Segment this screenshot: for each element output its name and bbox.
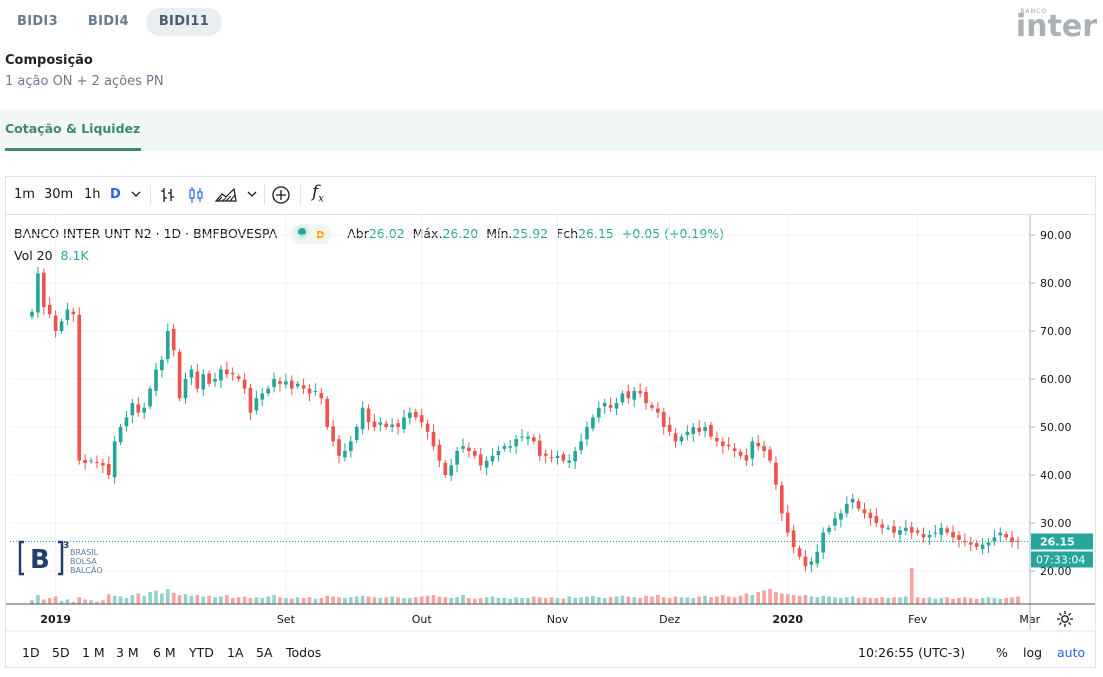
interval-1h[interactable]: 1h [84,187,101,202]
market-status-badge[interactable]: D [291,224,332,244]
percent-toggle[interactable]: % [996,645,1008,660]
b3-line-1: BRASIL [70,548,99,557]
high-label: Máx. [412,226,443,241]
b3-superscript: 3 [63,541,69,551]
symbol-title: BANCO INTER UNT N2 · 1D · BMFBOVESPA [14,226,278,241]
log-toggle[interactable]: log [1023,645,1043,660]
volume-legend: Vol 20 8.1K [14,248,89,263]
toolbar-separator [300,185,301,205]
high-value: 26.20 [442,226,479,241]
range-ytd[interactable]: YTD [189,645,214,660]
auto-toggle[interactable]: auto [1057,645,1086,660]
tab-bidi3[interactable]: BIDI3 [17,14,58,29]
bottom-toolbar: 1D 5D 1 M 3 M 6 M YTD 1A 5A Todos 10:26:… [6,637,1095,667]
b3-line-3: BALCÃO [70,565,103,575]
indicators-icon[interactable]: fx [312,182,324,205]
gear-icon[interactable] [1056,610,1074,632]
tab-cotacao-liquidez[interactable]: Cotação & Liquidez [5,121,141,136]
range-1m[interactable]: 1 M [82,645,105,660]
inter-logo: BANCO inter [1005,6,1097,44]
tab-bidi11[interactable]: BIDI11 [145,8,223,36]
candles-icon[interactable] [186,185,206,209]
range-5a[interactable]: 5A [256,645,273,660]
active-tab-underline [5,148,141,151]
composition-title: Composição [5,53,93,68]
chevron-down-icon[interactable] [246,186,258,206]
area-icon[interactable] [214,185,238,209]
range-3m[interactable]: 3 M [116,645,139,660]
clock-display[interactable]: 10:26:55 (UTC-3) [858,645,966,660]
stock-tabs: BIDI3 BIDI4 BIDI11 [4,8,223,38]
chart-legend: BANCO INTER UNT N2 · 1D · BMFBOVESPA D A… [14,224,724,244]
range-5d[interactable]: 5D [52,645,70,660]
logo-small-text: BANCO [1020,8,1047,15]
chart-container [5,176,1096,668]
chevron-down-icon[interactable] [130,186,142,206]
toolbar-separator [264,185,265,205]
bars-icon[interactable] [158,185,178,209]
interval-d[interactable]: D [110,187,121,202]
volume-value: 8.1K [60,248,89,263]
toolbar-separator [150,185,151,205]
range-1a[interactable]: 1A [227,645,244,660]
b3-mark: B [30,545,50,575]
range-todos[interactable]: Todos [286,645,322,660]
close-value: 26.15 [578,226,614,241]
open-label: Abr [347,226,369,241]
low-value: 25.92 [512,226,549,241]
volume-label: Vol 20 [14,248,53,263]
interval-30m[interactable]: 30m [44,187,74,202]
b3-line-2: BOLSA [70,557,97,566]
change-value: +0.05 (+0.19%) [621,226,725,241]
logo-big-text: inter [1015,9,1097,44]
compare-icon[interactable] [271,185,291,209]
status-dot-icon [295,225,310,239]
interval-1m[interactable]: 1m [14,187,35,202]
section-bar [0,109,1103,151]
range-1d[interactable]: 1D [22,645,40,660]
tab-bidi4[interactable]: BIDI4 [87,14,129,29]
close-label: Fch [556,226,579,241]
range-6m[interactable]: 6 M [153,645,176,660]
badge-d: D [313,229,328,243]
open-value: 26.02 [368,226,405,241]
low-label: Mín. [486,226,513,241]
indicators-fx-label: f [312,182,319,202]
composition-subtitle: 1 ação ON + 2 ações PN [5,74,164,89]
chart-toolbar: 1m 30m 1h D fx [6,177,1095,215]
b3-logo: B 3 BRASIL BOLSA BALCÃO [18,540,118,580]
